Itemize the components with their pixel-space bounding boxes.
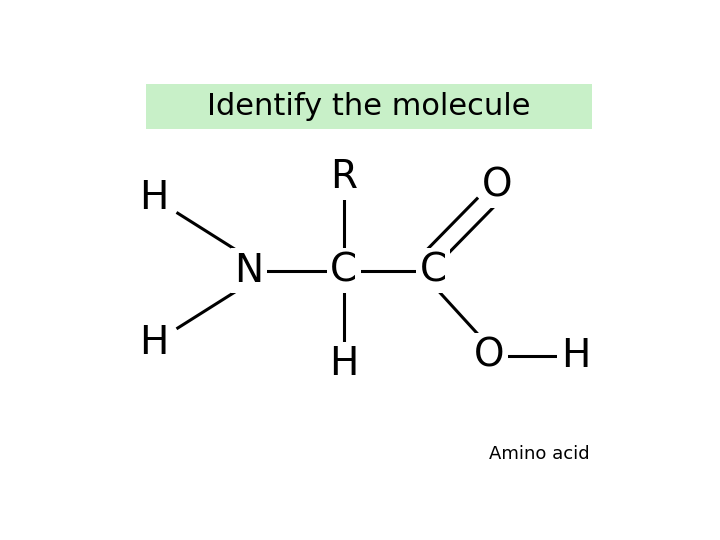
Text: Identify the molecule: Identify the molecule [207,92,531,121]
Text: C: C [330,252,357,289]
Text: C: C [420,252,446,289]
Text: Amino acid: Amino acid [489,444,590,463]
FancyBboxPatch shape [145,84,593,129]
Text: H: H [140,179,169,217]
Text: O: O [482,166,513,204]
Text: H: H [561,337,590,375]
Text: H: H [140,325,169,362]
Text: N: N [235,252,264,289]
Text: H: H [329,345,359,383]
Text: R: R [330,158,357,196]
Text: O: O [474,337,504,375]
